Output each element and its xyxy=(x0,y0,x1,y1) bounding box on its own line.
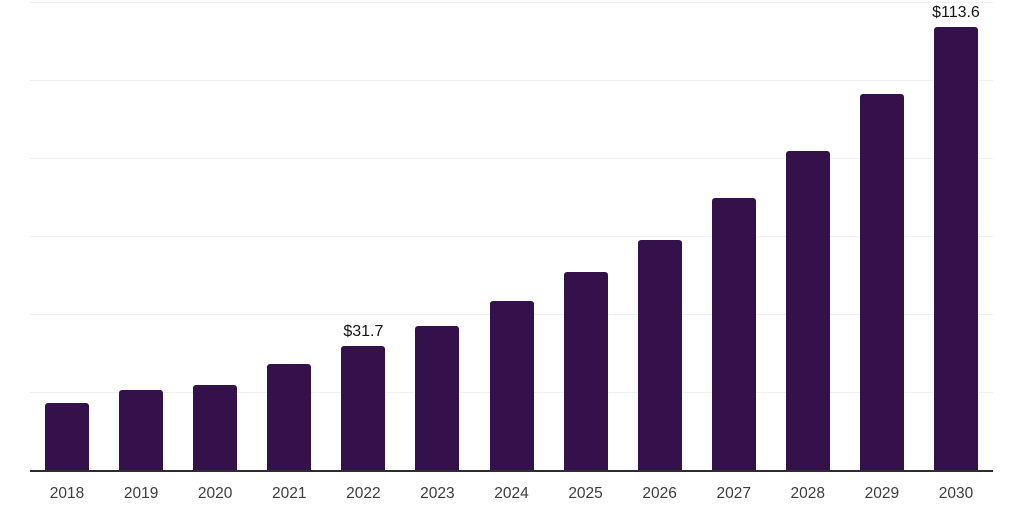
gridline-80 xyxy=(30,157,993,159)
x-tick-label-2018: 2018 xyxy=(49,485,85,502)
bar-2019 xyxy=(119,389,164,470)
bar-2023 xyxy=(415,326,460,470)
bar-2026 xyxy=(637,239,682,470)
bar-2027 xyxy=(711,197,756,470)
x-tick-label-2020: 2020 xyxy=(197,485,233,502)
value-label-2022: $31.7 xyxy=(343,323,384,341)
bar-2030 xyxy=(933,26,978,470)
gridline-60 xyxy=(30,235,993,237)
bar-2020 xyxy=(193,384,238,470)
x-tick-label-2021: 2021 xyxy=(272,485,307,502)
x-tick-label-2025: 2025 xyxy=(568,485,603,502)
bar-2018 xyxy=(45,402,90,470)
x-tick-label-2026: 2026 xyxy=(642,485,677,502)
bar-2024 xyxy=(489,300,534,470)
x-tick-label-2028: 2028 xyxy=(790,485,826,502)
x-tick-label-2030: 2030 xyxy=(938,485,974,502)
x-tick-label-2029: 2029 xyxy=(864,485,900,502)
bar-2025 xyxy=(563,272,608,470)
bar-2028 xyxy=(785,151,830,470)
gridline-100 xyxy=(30,79,993,81)
bar-2021 xyxy=(267,364,312,470)
bar-2022 xyxy=(341,346,386,470)
x-tick-label-2022: 2022 xyxy=(346,485,381,502)
value-label-2030: $113.6 xyxy=(932,3,980,21)
x-tick-label-2024: 2024 xyxy=(494,485,529,502)
gridline-120 xyxy=(30,1,993,3)
x-tick-label-2027: 2027 xyxy=(716,485,751,502)
bar-2029 xyxy=(859,93,904,470)
x-tick-label-2023: 2023 xyxy=(420,485,455,502)
x-tick-label-2019: 2019 xyxy=(123,485,159,502)
x-axis-line xyxy=(30,470,993,472)
